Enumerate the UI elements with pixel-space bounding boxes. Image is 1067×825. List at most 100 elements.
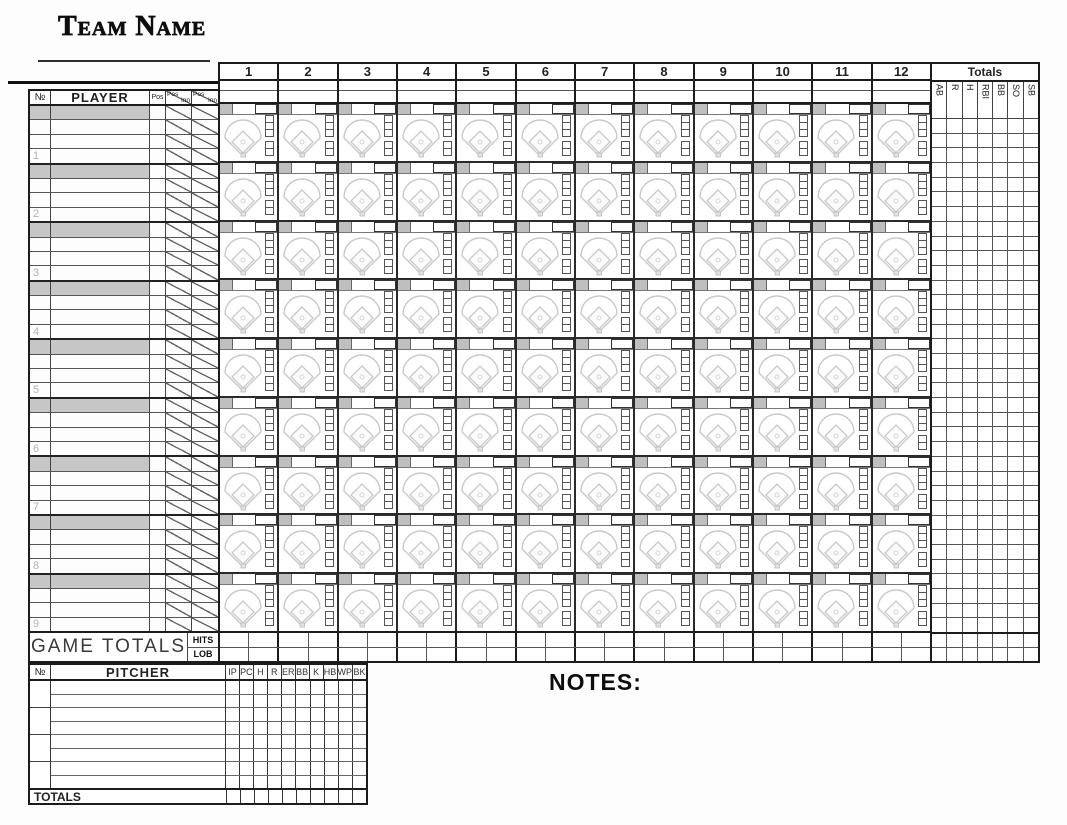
game-total-cell[interactable]: [665, 633, 695, 647]
pitcher-name-cell[interactable]: [51, 708, 225, 722]
player-name-cell[interactable]: [51, 515, 150, 530]
jersey-number-cell[interactable]: [30, 223, 51, 237]
pitcher-stat-cell[interactable]: [339, 735, 353, 748]
strike-box[interactable]: [621, 324, 631, 333]
pitcher-number-cell[interactable]: [30, 762, 50, 788]
jersey-number-cell[interactable]: [30, 574, 51, 588]
pitch-result-box[interactable]: [611, 280, 634, 291]
ball-box[interactable]: [383, 187, 393, 196]
strike-box[interactable]: [917, 559, 927, 568]
ball-box[interactable]: [561, 481, 571, 490]
inning-subcell[interactable]: [398, 91, 455, 102]
totals-cell[interactable]: [993, 133, 1009, 148]
position-cell[interactable]: [150, 281, 166, 296]
pitcher-stat-cell[interactable]: [282, 762, 297, 775]
scoring-cell[interactable]: [279, 574, 339, 632]
ball-box[interactable]: [443, 540, 453, 549]
game-total-cell[interactable]: [724, 647, 755, 661]
pitch-result-box[interactable]: [551, 162, 574, 173]
ball-box[interactable]: [858, 422, 868, 431]
scoring-cell[interactable]: [220, 104, 280, 161]
position-cell[interactable]: [150, 413, 166, 427]
scoring-cell[interactable]: [753, 515, 814, 573]
totals-cell[interactable]: [1008, 295, 1024, 309]
position-change-cell[interactable]: [192, 603, 218, 617]
strike-box[interactable]: [858, 324, 868, 333]
position-change-cell[interactable]: [166, 369, 192, 383]
position-cell[interactable]: [150, 530, 166, 544]
position-change-cell[interactable]: [166, 574, 192, 588]
scoring-cell[interactable]: [813, 456, 873, 514]
pitch-result-box[interactable]: [373, 104, 396, 114]
strike-box[interactable]: [680, 324, 690, 333]
pitcher-stat-cell[interactable]: [296, 721, 311, 734]
scoring-cell[interactable]: [872, 221, 930, 279]
ball-box[interactable]: [739, 305, 749, 314]
inning-subcell[interactable]: [813, 81, 871, 91]
scoring-cell[interactable]: [516, 456, 576, 514]
player-name-cell[interactable]: [51, 544, 150, 559]
jersey-number-cell[interactable]: [30, 296, 51, 310]
totals-cell[interactable]: [947, 177, 963, 192]
totals-cell[interactable]: [963, 383, 978, 398]
totals-cell[interactable]: [1008, 559, 1024, 574]
pitcher-stat-cell[interactable]: [339, 775, 353, 788]
totals-cell[interactable]: [978, 309, 994, 324]
strike-box[interactable]: [443, 559, 453, 568]
inning-subcell[interactable]: [575, 81, 634, 91]
ball-box[interactable]: [739, 364, 749, 373]
pitch-result-box[interactable]: [789, 104, 812, 114]
pitch-result-box[interactable]: [551, 104, 574, 114]
game-total-cell[interactable]: [517, 633, 546, 647]
totals-cell[interactable]: [1024, 427, 1038, 441]
inning-subcell[interactable]: [517, 91, 574, 102]
strike-box[interactable]: [621, 265, 631, 274]
scoring-cell[interactable]: [397, 339, 458, 396]
ball-box[interactable]: [383, 246, 393, 255]
ball-box[interactable]: [621, 129, 631, 137]
position-change-cell[interactable]: [192, 574, 218, 588]
totals-cell[interactable]: [978, 618, 994, 633]
scoring-cell[interactable]: [516, 162, 576, 220]
scoring-cell[interactable]: [397, 515, 458, 573]
position-change-cell[interactable]: [166, 617, 192, 632]
position-change-cell[interactable]: [192, 120, 218, 134]
strike-box[interactable]: [621, 441, 631, 450]
jersey-number-cell[interactable]: [30, 178, 51, 193]
game-total-cell[interactable]: [695, 647, 724, 661]
pitcher-totals-cell[interactable]: [255, 790, 269, 803]
totals-cell[interactable]: [963, 133, 978, 148]
player-name-cell[interactable]: [51, 296, 150, 310]
ball-box[interactable]: [799, 540, 809, 549]
ball-box[interactable]: [680, 599, 690, 608]
totals-cell[interactable]: [932, 471, 948, 486]
scoring-cell[interactable]: [279, 221, 339, 279]
position-change-cell[interactable]: [166, 486, 192, 500]
totals-cell[interactable]: [932, 148, 948, 163]
scoring-cell[interactable]: [575, 162, 636, 220]
scoring-cell[interactable]: [872, 456, 930, 514]
strike-box[interactable]: [502, 441, 512, 450]
pitcher-stat-cell[interactable]: [353, 735, 366, 748]
pitch-result-box[interactable]: [670, 456, 693, 467]
ball-box[interactable]: [443, 422, 453, 431]
pitch-result-box[interactable]: [789, 515, 812, 526]
jersey-number-cell[interactable]: [30, 120, 51, 134]
pitch-result-box[interactable]: [611, 574, 634, 585]
totals-cell[interactable]: [1008, 456, 1024, 471]
pitch-result-box[interactable]: [314, 162, 337, 173]
strike-box[interactable]: [383, 206, 393, 215]
pitch-result-box[interactable]: [433, 397, 456, 408]
inning-subcell[interactable]: [753, 81, 812, 91]
jersey-number-cell[interactable]: [30, 281, 51, 296]
strike-box[interactable]: [443, 206, 453, 215]
scoring-cell[interactable]: [575, 104, 636, 161]
totals-cell[interactable]: [1008, 383, 1024, 398]
scoring-cell[interactable]: [635, 456, 695, 514]
totals-cell[interactable]: [1024, 325, 1038, 339]
strike-box[interactable]: [799, 618, 809, 627]
totals-cell[interactable]: [1024, 560, 1038, 574]
totals-cell[interactable]: [947, 398, 963, 412]
position-cell[interactable]: [150, 574, 166, 588]
strike-box[interactable]: [799, 500, 809, 509]
